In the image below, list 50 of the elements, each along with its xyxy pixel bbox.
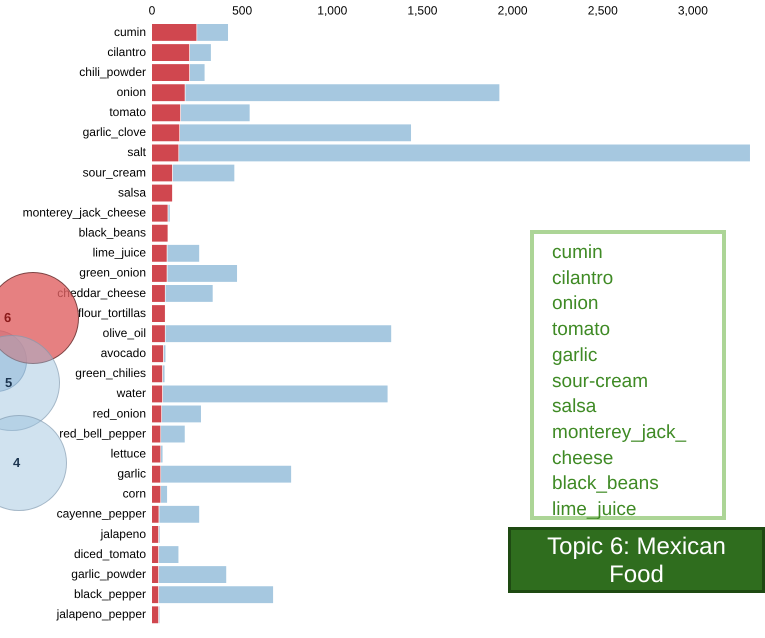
annotation: lime_juice — [552, 498, 638, 522]
y-tick-label: lettuce — [110, 446, 146, 460]
y-tick-label: chili_powder — [79, 64, 146, 79]
y-tick-label: green_onion — [79, 266, 146, 280]
y-tick-label: garlic — [117, 466, 146, 481]
annotation: salsa — [552, 395, 598, 420]
title-banner: Topic 6: Mexican Food — [508, 527, 765, 593]
y-tick-label: red_bell_pepper — [59, 426, 146, 440]
text: 6 — [4, 310, 12, 325]
y-tick-label: sour_cream — [82, 165, 146, 180]
y-tick-label: lime_juice — [92, 246, 146, 260]
annotation: cilantro — [552, 266, 614, 291]
annotation: cumin — [552, 241, 604, 265]
annotation: black_beans — [552, 472, 660, 496]
y-tick-label: garlic_powder — [71, 566, 146, 581]
annotation: onion — [552, 292, 600, 316]
text: 5 — [5, 375, 12, 390]
y-tick-label: red_onion — [92, 406, 146, 420]
text: 4 — [13, 455, 20, 470]
x-tick-label: 1,500 — [407, 4, 438, 18]
y-tick-label: corn — [122, 486, 146, 501]
x-tick-label: 3,000 — [678, 4, 708, 18]
y-tick-label: green_chilies — [75, 366, 146, 380]
y-tick-label: cumin — [114, 24, 146, 39]
y-tick-label: salt — [127, 145, 147, 160]
annotation: cheese — [552, 446, 614, 471]
y-tick-label: cilantro — [107, 44, 146, 59]
y-tick-label: monterey_jack_cheese — [22, 205, 146, 220]
y-tick-label: jalapeno — [100, 526, 146, 541]
x-tick-label: 500 — [232, 4, 252, 18]
y-tick-label: black_beans — [78, 226, 146, 240]
y-tick-label: avocado — [100, 346, 146, 360]
annotation: tomato — [552, 318, 612, 342]
x-tick-label: 0 — [148, 4, 156, 18]
annotation: monterey_jack_ — [552, 420, 688, 445]
y-tick-label: diced_tomato — [74, 546, 146, 561]
annotation: sour-cream — [552, 370, 650, 394]
y-tick-label: jalapeno_pepper — [56, 607, 146, 622]
y-tick-label: salsa — [118, 185, 146, 200]
y-tick-label: tomato — [109, 105, 146, 120]
x-tick-label: 2,500 — [588, 4, 618, 18]
y-tick-label: olive_oil — [102, 326, 146, 340]
y-tick-label: cayenne_pepper — [56, 506, 146, 521]
y-tick-label: black_pepper — [74, 586, 146, 601]
y-tick-label: water — [116, 386, 146, 400]
x-tick-label: 1,000 — [317, 4, 348, 18]
x-tick-label: 2,000 — [498, 4, 528, 18]
annotation: garlic — [552, 344, 598, 368]
y-tick-label: garlic_clove — [82, 125, 146, 140]
y-tick-label: onion — [116, 84, 146, 99]
